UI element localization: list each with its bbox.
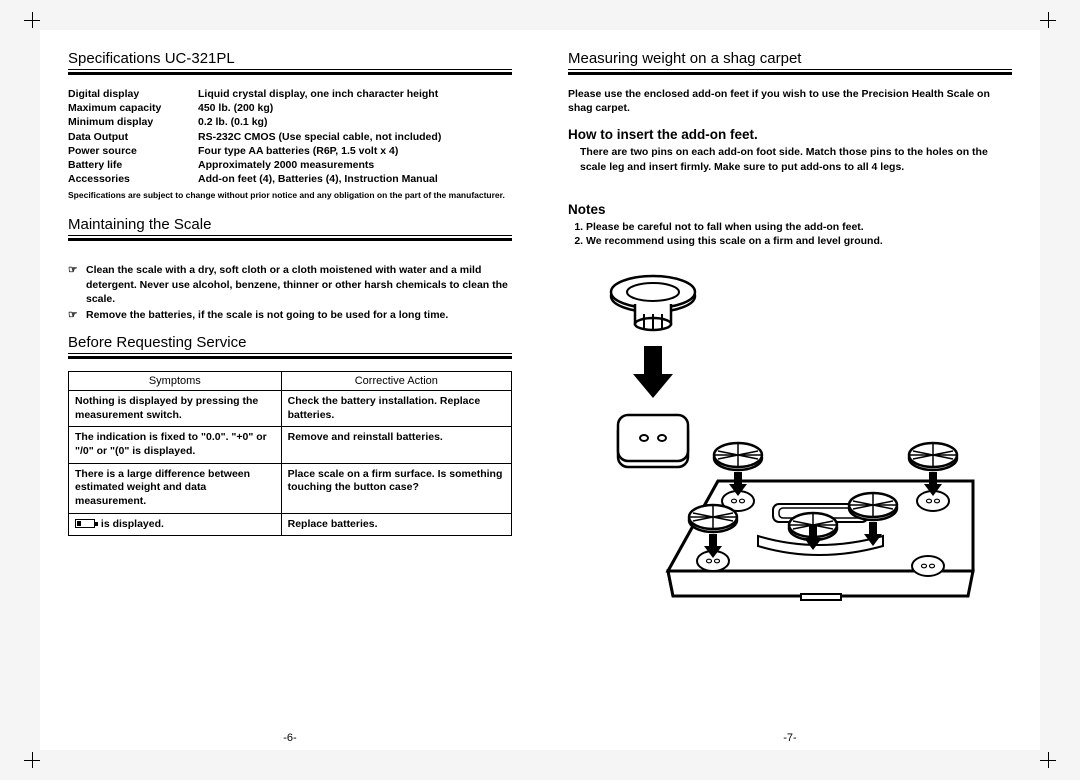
crop-mark bbox=[24, 12, 40, 28]
spec-value: Add-on feet (4), Batteries (4), Instruct… bbox=[198, 172, 512, 186]
spec-value: Approximately 2000 measurements bbox=[198, 158, 512, 172]
table-header: Symptoms bbox=[69, 372, 282, 391]
bullet-icon: ☞ bbox=[68, 263, 86, 306]
table-cell: Nothing is displayed by pressing the mea… bbox=[69, 391, 282, 427]
page-right: Measuring weight on a shag carpet Please… bbox=[540, 30, 1040, 750]
spec-label: Data Output bbox=[68, 130, 198, 144]
table-cell: Remove and reinstall batteries. bbox=[281, 427, 511, 463]
table-cell: Place scale on a firm surface. Is someth… bbox=[281, 463, 511, 513]
spec-row: Maximum capacity450 lb. (200 kg) bbox=[68, 101, 512, 115]
page-number: -7- bbox=[540, 732, 1040, 744]
table-cell: Replace batteries. bbox=[281, 513, 511, 536]
maintain-list: ☞Clean the scale with a dry, soft cloth … bbox=[68, 263, 512, 322]
section-title-service: Before Requesting Service bbox=[68, 334, 512, 354]
howto-body: There are two pins on each add-on foot s… bbox=[568, 145, 1012, 173]
rule bbox=[68, 72, 512, 75]
table-cell: The indication is fixed to "0.0". "+0" o… bbox=[69, 427, 282, 463]
howto-heading: How to insert the add-on feet. bbox=[568, 127, 1012, 142]
table-cell: Check the battery installation. Replace … bbox=[281, 391, 511, 427]
spec-value: 450 lb. (200 kg) bbox=[198, 101, 512, 115]
intro-text: Please use the enclosed add-on feet if y… bbox=[568, 87, 1012, 115]
rule bbox=[68, 356, 512, 359]
page-spread: Specifications UC-321PL Digital displayL… bbox=[40, 30, 1040, 750]
crop-mark bbox=[1040, 12, 1056, 28]
notes-heading: Notes bbox=[568, 202, 1012, 217]
crop-mark bbox=[24, 752, 40, 768]
addon-feet-diagram bbox=[568, 266, 1012, 671]
spec-row: Battery lifeApproximately 2000 measureme… bbox=[68, 158, 512, 172]
spec-value: Four type AA batteries (R6P, 1.5 volt x … bbox=[198, 144, 512, 158]
spec-label: Battery life bbox=[68, 158, 198, 172]
table-row: The indication is fixed to "0.0". "+0" o… bbox=[69, 427, 512, 463]
spec-label: Minimum display bbox=[68, 115, 198, 129]
spec-table: Digital displayLiquid crystal display, o… bbox=[68, 87, 512, 186]
table-row: There is a large difference between esti… bbox=[69, 463, 512, 513]
notes-list: Please be careful not to fall when using… bbox=[568, 220, 1012, 248]
spec-row: Minimum display0.2 lb. (0.1 kg) bbox=[68, 115, 512, 129]
spec-label: Maximum capacity bbox=[68, 101, 198, 115]
spec-row: Digital displayLiquid crystal display, o… bbox=[68, 87, 512, 101]
page-number: -6- bbox=[40, 732, 540, 744]
maintain-item: ☞Clean the scale with a dry, soft cloth … bbox=[68, 263, 512, 306]
table-cell: There is a large difference between esti… bbox=[69, 463, 282, 513]
section-title-maintain: Maintaining the Scale bbox=[68, 216, 512, 236]
maintain-item: ☞Remove the batteries, if the scale is n… bbox=[68, 308, 512, 322]
table-row: is displayed.Replace batteries. bbox=[69, 513, 512, 536]
note-item: We recommend using this scale on a firm … bbox=[586, 234, 1012, 248]
maintain-text: Clean the scale with a dry, soft cloth o… bbox=[86, 263, 512, 306]
spec-value: 0.2 lb. (0.1 kg) bbox=[198, 115, 512, 129]
spec-row: AccessoriesAdd-on feet (4), Batteries (4… bbox=[68, 172, 512, 186]
page-left: Specifications UC-321PL Digital displayL… bbox=[40, 30, 540, 750]
crop-mark bbox=[1040, 752, 1056, 768]
spec-row: Data OutputRS-232C CMOS (Use special cab… bbox=[68, 130, 512, 144]
rule bbox=[568, 72, 1012, 75]
troubleshoot-table: Symptoms Corrective Action Nothing is di… bbox=[68, 371, 512, 536]
bullet-icon: ☞ bbox=[68, 308, 86, 322]
battery-icon bbox=[75, 519, 95, 528]
table-cell: is displayed. bbox=[69, 513, 282, 536]
table-row: Nothing is displayed by pressing the mea… bbox=[69, 391, 512, 427]
note-item: Please be careful not to fall when using… bbox=[586, 220, 1012, 234]
section-title-shag: Measuring weight on a shag carpet bbox=[568, 50, 1012, 70]
spec-label: Power source bbox=[68, 144, 198, 158]
spec-label: Digital display bbox=[68, 87, 198, 101]
rule bbox=[68, 238, 512, 241]
spec-footnote: Specifications are subject to change wit… bbox=[68, 190, 512, 200]
spec-value: Liquid crystal display, one inch charact… bbox=[198, 87, 512, 101]
spec-row: Power sourceFour type AA batteries (R6P,… bbox=[68, 144, 512, 158]
spec-label: Accessories bbox=[68, 172, 198, 186]
spec-value: RS-232C CMOS (Use special cable, not inc… bbox=[198, 130, 512, 144]
table-header: Corrective Action bbox=[281, 372, 511, 391]
section-title-specs: Specifications UC-321PL bbox=[68, 50, 512, 70]
maintain-text: Remove the batteries, if the scale is no… bbox=[86, 308, 512, 322]
